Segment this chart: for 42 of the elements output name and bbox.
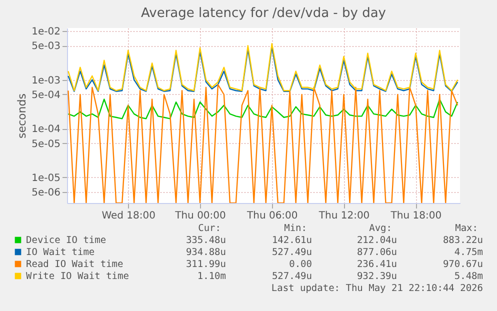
text: 970.67u (442, 259, 483, 270)
x-tick-label: Wed 18:00 (102, 210, 156, 222)
text: 5.48m (454, 271, 484, 282)
x-tick-label: Thu 12:00 (318, 210, 370, 222)
x-tick-label: Thu 06:00 (246, 210, 298, 222)
y-tick-label: 5e-04 (32, 90, 60, 101)
y-tick-label: 1e-02 (32, 26, 60, 38)
legend-label: Device IO time (26, 235, 106, 246)
legend-label: IO Wait time (26, 247, 95, 258)
text: Cur: (198, 223, 221, 234)
text: 934.88u (186, 247, 226, 258)
text: 527.49u (272, 247, 312, 258)
text: Last update: Thu May 21 22:10:44 2026 (271, 283, 484, 294)
line-series (68, 84, 458, 203)
legend-label: Read IO Wait time (26, 259, 124, 270)
text: 527.49u (272, 271, 312, 282)
line-series (68, 98, 458, 120)
text: 883.22u (442, 235, 483, 246)
y-tick-label: 5e-03 (32, 41, 60, 52)
y-tick-label: 1e-04 (32, 124, 60, 136)
text: 932.39u (356, 271, 397, 282)
text: Avg: (369, 223, 392, 234)
y-tick-label: 1e-05 (32, 172, 60, 184)
x-tick-label: Thu 18:00 (390, 210, 442, 222)
text: Max: (455, 223, 478, 234)
text: Min: (284, 223, 307, 234)
text: 142.61u (272, 235, 312, 246)
y-axis-title: seconds (16, 93, 29, 138)
x-tick-label: Thu 00:00 (174, 210, 226, 222)
y-tick-label: 5e-06 (32, 188, 60, 199)
text: 877.06u (356, 247, 397, 258)
text: 1.10m (197, 271, 226, 282)
text: 0.00 (289, 259, 312, 270)
y-tick-label: 1e-03 (32, 75, 60, 86)
text: 236.41u (356, 259, 397, 270)
text: 335.48u (186, 235, 226, 246)
text: 311.99u (186, 259, 226, 270)
text: 4.75m (454, 247, 484, 258)
chart-title: Average latency for /dev/vda - by day (141, 6, 386, 21)
legend-label: Write IO Wait time (26, 271, 130, 282)
y-tick-label: 5e-05 (32, 138, 60, 150)
text: 212.04u (356, 235, 397, 246)
